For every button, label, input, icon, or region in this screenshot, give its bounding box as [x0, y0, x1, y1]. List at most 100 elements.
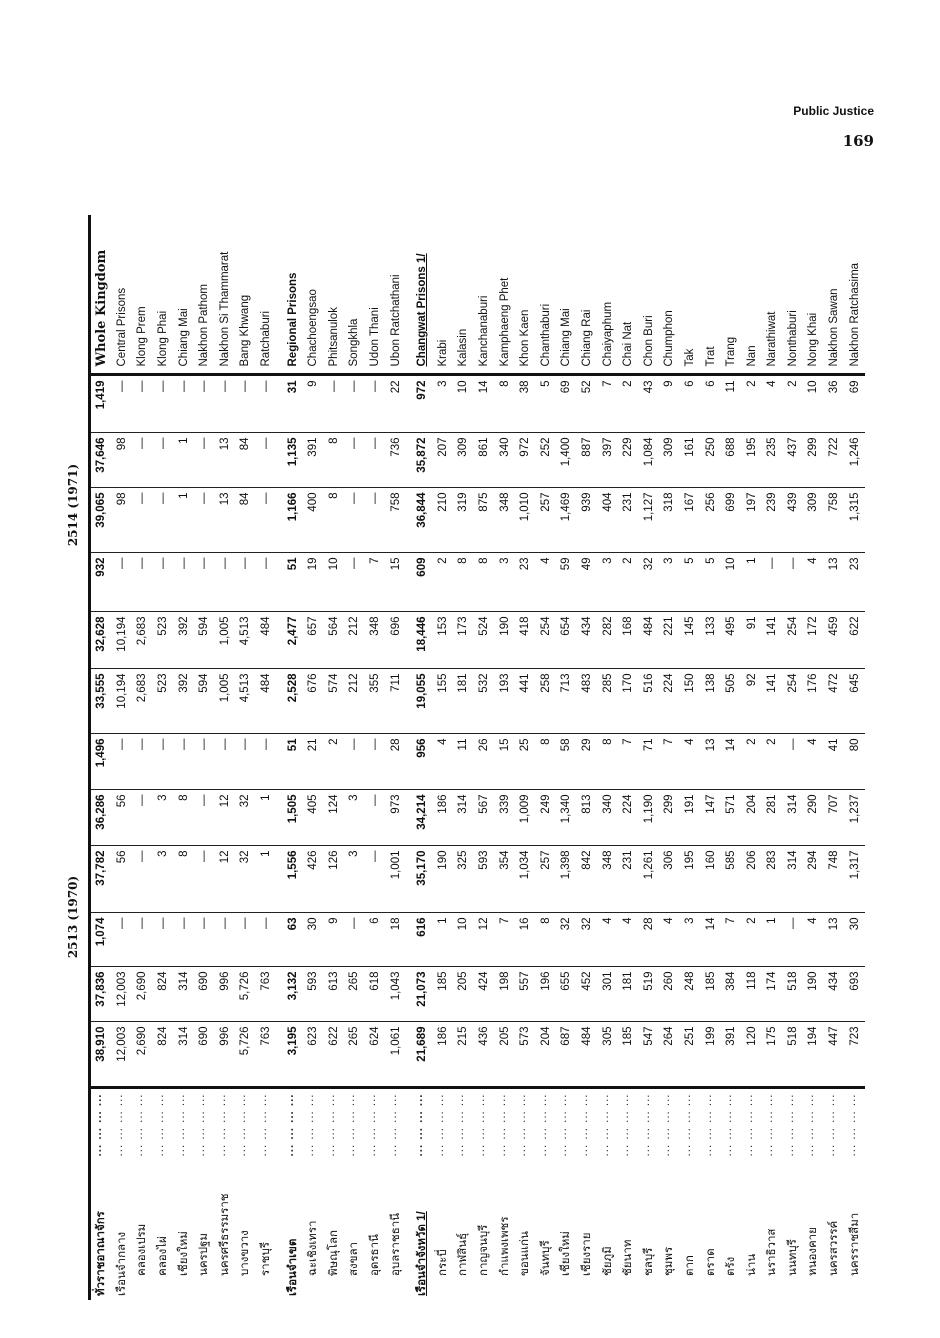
value-cell: 7: [720, 913, 742, 967]
value-cell: —: [132, 913, 153, 967]
value-cell: 91: [741, 612, 762, 669]
thai-label-cell: ... ... ... ... ชัยภูมิ: [597, 1088, 618, 1300]
value-cell: 8: [473, 553, 495, 612]
value-cell: 221: [659, 612, 680, 669]
value-cell: 16: [514, 913, 536, 967]
value-cell: 397: [597, 433, 618, 488]
value-cell: 459: [823, 612, 845, 669]
table-row: ... ... ... ... ชุมพร 264 260 4 306 299 7 224 221…: [659, 215, 680, 1300]
value-cell: 10: [803, 375, 824, 433]
english-label: Songkhla: [344, 215, 365, 375]
dot-leader: ... ... ... ...: [257, 1093, 270, 1157]
value-cell: 523: [152, 612, 174, 669]
value-cell: 12,003: [111, 1022, 133, 1088]
value-cell: 384: [720, 967, 742, 1022]
dot-leader: ... ... ... ...: [92, 1093, 105, 1157]
thai-label-cell: ... ... ... ... ขอนแก่น: [514, 1088, 536, 1300]
value-cell: 257: [535, 846, 557, 913]
value-cell: 56: [111, 846, 133, 913]
value-cell: —: [193, 375, 215, 433]
value-cell: 400: [302, 488, 324, 553]
value-cell: —: [214, 734, 236, 790]
value-cell: 8: [323, 433, 345, 488]
thai-label-cell: ... ... ... ... นครปฐม: [193, 1088, 215, 1300]
value-cell: 585: [720, 846, 742, 913]
value-cell: 3: [344, 790, 365, 846]
value-cell: —: [235, 553, 256, 612]
value-cell: 224: [659, 669, 680, 734]
table-row: ... ... ... ... นครปฐม 690 690— — — —594 594— — —…: [193, 215, 215, 1300]
value-cell: 1,505: [276, 790, 303, 846]
thai-label: กำแพงเพชร: [498, 1216, 511, 1276]
value-cell: 932: [89, 553, 112, 612]
value-cell: 314: [173, 1022, 194, 1088]
value-cell: 505: [720, 669, 742, 734]
value-cell: 4: [803, 913, 824, 967]
value-cell: 281: [762, 790, 783, 846]
thai-label: นครราชสีมา: [848, 1212, 861, 1276]
thai-label: บางขวาง: [239, 1230, 252, 1276]
value-cell: 404: [597, 488, 618, 553]
english-label: Nan: [741, 215, 762, 375]
value-cell: —: [782, 553, 804, 612]
english-label: Bang Khwang: [235, 215, 256, 375]
english-label: Ratchaburi: [255, 215, 277, 375]
value-cell: 36: [823, 375, 845, 433]
table-row: ... ... ... ... ชลบุรี 547 519 28 1,261 1,190 7…: [638, 215, 660, 1300]
value-cell: 37,782: [89, 846, 112, 913]
value-cell: 956: [405, 734, 433, 790]
value-cell: 258: [535, 669, 557, 734]
value-cell: 309: [803, 488, 824, 553]
value-cell: —: [152, 553, 174, 612]
value-cell: 29: [576, 734, 598, 790]
table-row: ... ... ... ... นนทบุรี 518 518—314 314—254 2…: [782, 215, 804, 1300]
table-row: ... ... ... ... เรือนจำเขต 3,195 3,132 63 1,5…: [276, 215, 303, 1300]
thai-label: ชัยภูมิ: [601, 1246, 614, 1276]
value-cell: 654: [556, 612, 577, 669]
dot-leader: ... ... ... ...: [304, 1093, 317, 1157]
value-cell: 1,010: [514, 488, 536, 553]
dot-leader: ... ... ... ...: [413, 1093, 426, 1157]
value-cell: —: [364, 375, 386, 433]
page-number: 169: [842, 132, 874, 150]
value-cell: 3: [152, 790, 174, 846]
value-cell: 484: [638, 612, 660, 669]
value-cell: —: [323, 375, 345, 433]
table-row: ... ... ... ... ตรัง 391 384 7 585 571 14 505 495…: [720, 215, 742, 1300]
value-cell: 573: [514, 1022, 536, 1088]
value-cell: 11: [720, 375, 742, 433]
thai-label-cell: ... ... ... ... คลองไผ่: [152, 1088, 174, 1300]
thai-label: ตาก: [683, 1255, 696, 1276]
value-cell: 306: [659, 846, 680, 913]
thai-label: เรือนจำเขต: [286, 1238, 299, 1296]
value-cell: 518: [782, 967, 804, 1022]
table-row: ... ... ... ... พิษณุโลก 622 613 9 126 124 2 574…: [323, 215, 345, 1300]
value-cell: 80: [844, 734, 865, 790]
english-label: Khon Kaen: [514, 215, 536, 375]
section-title: Public Justice: [793, 104, 874, 118]
value-cell: 758: [385, 488, 406, 553]
value-cell: 696: [385, 612, 406, 669]
value-cell: 28: [385, 734, 406, 790]
value-cell: 3: [494, 553, 515, 612]
value-cell: 418: [514, 612, 536, 669]
value-cell: 1,127: [638, 488, 660, 553]
value-cell: 71: [638, 734, 660, 790]
value-cell: 181: [453, 669, 474, 734]
value-cell: 120: [741, 1022, 762, 1088]
value-cell: 1: [255, 790, 277, 846]
value-cell: 1,034: [514, 846, 536, 913]
table-row: ... ... ... ... นครราชสีมา 723 693 30 1,317 1,…: [844, 215, 865, 1300]
value-cell: 1,261: [638, 846, 660, 913]
thai-label-cell: ... ... ... ... คลองเปรม: [132, 1088, 153, 1300]
value-cell: —: [173, 553, 194, 612]
value-cell: 3,132: [276, 967, 303, 1022]
value-cell: —: [111, 375, 133, 433]
value-cell: 21,073: [405, 967, 433, 1022]
value-cell: 265: [344, 967, 365, 1022]
value-cell: 84: [235, 433, 256, 488]
value-cell: 2: [432, 553, 454, 612]
thai-label-cell: ... ... ... ... พิษณุโลก: [323, 1088, 345, 1300]
thai-label-cell: ... ... ... ... ตรัง: [720, 1088, 742, 1300]
value-cell: 38,910: [89, 1022, 112, 1088]
